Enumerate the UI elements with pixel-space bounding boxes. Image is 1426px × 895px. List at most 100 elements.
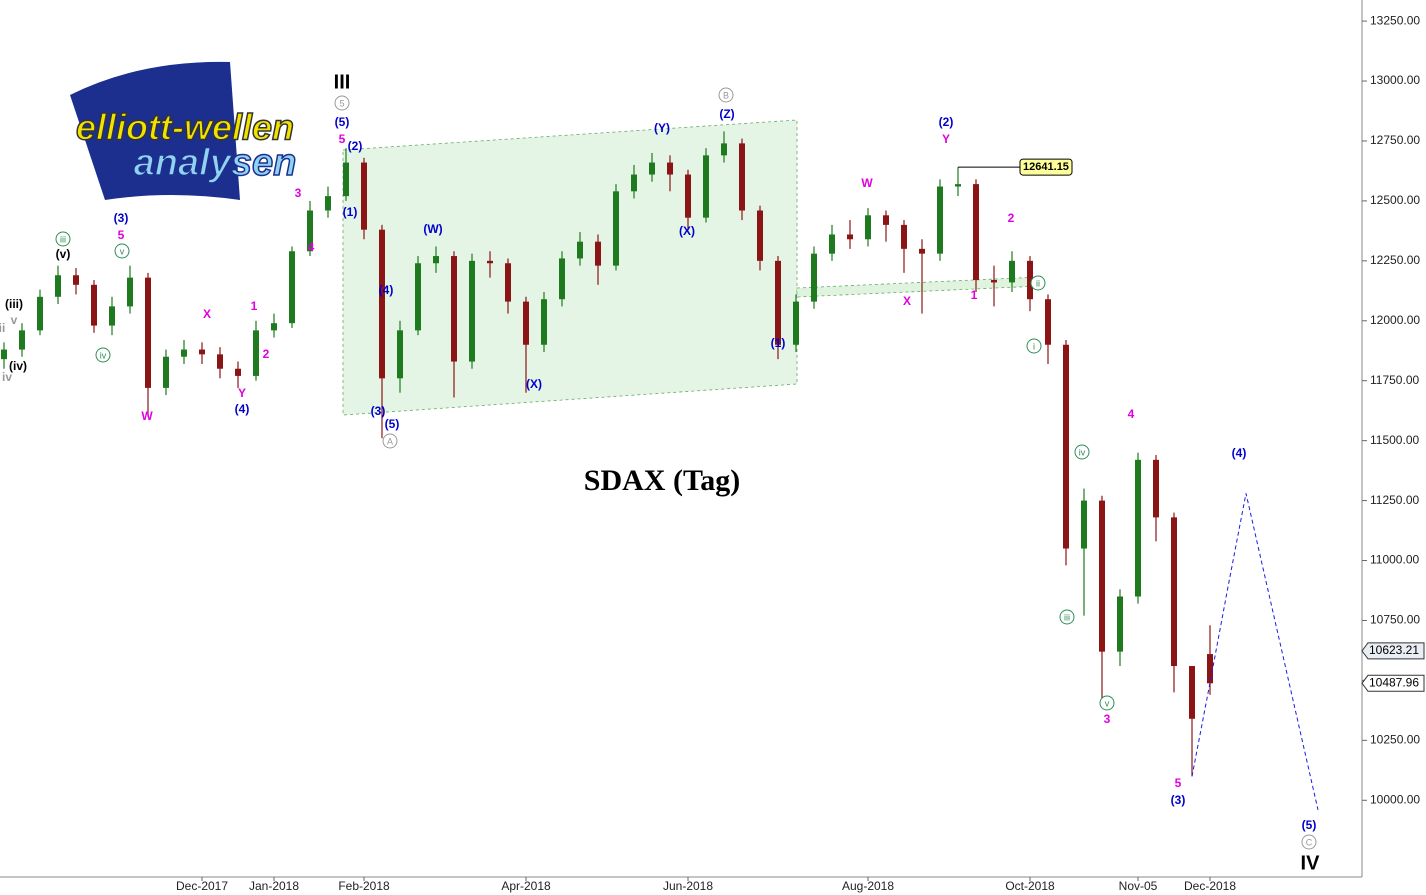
wave-circle xyxy=(718,87,734,103)
candle-body xyxy=(1009,260,1015,283)
candle-body xyxy=(199,349,205,355)
candle-body xyxy=(685,174,691,218)
candle-body xyxy=(343,162,349,197)
wave-label: (3) xyxy=(1171,793,1186,807)
candle-body xyxy=(829,234,835,254)
candle-body xyxy=(37,296,43,331)
candle-body xyxy=(109,306,115,326)
wave-label: (2) xyxy=(939,115,954,129)
wave-label: X xyxy=(203,307,211,321)
logo-text: elliott-wellen xyxy=(76,107,294,148)
candle-body xyxy=(901,224,907,249)
wave-circle xyxy=(1074,444,1090,460)
candle-body xyxy=(19,330,25,350)
wave-label: (4) xyxy=(235,402,250,416)
candle-body xyxy=(91,284,97,326)
wave-label: (v) xyxy=(56,247,71,261)
wave-label: (4) xyxy=(1232,446,1247,460)
wave-label: X xyxy=(903,294,911,308)
candle-body xyxy=(217,354,223,369)
candle-body xyxy=(325,196,331,211)
wave-label: (1) xyxy=(771,336,786,350)
candle-body xyxy=(1027,260,1033,300)
wave-circle xyxy=(382,433,398,449)
wave-label: (X) xyxy=(526,377,542,391)
wave-label: (W) xyxy=(423,222,442,236)
candle-body xyxy=(1117,596,1123,652)
candle-body xyxy=(775,260,781,345)
candle-body xyxy=(361,162,367,230)
wave-label: 2 xyxy=(1008,211,1015,225)
candle-body xyxy=(1207,654,1213,684)
price-marker-box xyxy=(1019,158,1073,176)
wave-label: iv xyxy=(1079,447,1086,457)
wave-label: (2) xyxy=(348,139,363,153)
wave-label: (4) xyxy=(379,283,394,297)
wave-label: v xyxy=(11,313,18,327)
wave-label: 3 xyxy=(1104,712,1111,726)
wave-label: (Y) xyxy=(654,121,670,135)
candle-body xyxy=(379,229,385,379)
wave-label: B xyxy=(723,90,729,100)
x-tick-label: Jan-2018 xyxy=(249,879,299,893)
y-tick-label: 12500.00 xyxy=(1370,193,1420,207)
wave-circle xyxy=(55,231,71,247)
candle-body xyxy=(541,299,547,345)
x-tick-label: Apr-2018 xyxy=(501,879,551,893)
wave-label: (Z) xyxy=(719,107,734,121)
candle-body xyxy=(631,174,637,192)
wave-label: 5 xyxy=(339,132,346,146)
x-tick-label: Nov-05 xyxy=(1119,879,1158,893)
wave-label: (1) xyxy=(343,205,358,219)
trend-channel xyxy=(342,119,798,416)
wave-label: (iii) xyxy=(5,297,23,311)
candle-body xyxy=(307,210,313,252)
wave-label: iii xyxy=(60,234,66,244)
wave-circle xyxy=(1099,695,1115,711)
candle-body xyxy=(289,251,295,324)
candle-body xyxy=(55,275,61,297)
price-marker-box xyxy=(1361,642,1425,660)
candle-body xyxy=(865,215,871,240)
wave-label: A xyxy=(387,436,393,446)
wave-label: ii xyxy=(1036,278,1040,288)
wave-circle xyxy=(1030,275,1046,291)
wave-label: (X) xyxy=(679,224,695,238)
candle-body xyxy=(991,280,997,283)
wave-label: (5) xyxy=(385,417,400,431)
logo-text: analysen xyxy=(134,142,297,184)
y-tick-label: 10000.00 xyxy=(1370,792,1420,806)
wave-circle xyxy=(95,347,111,363)
candle-body xyxy=(1081,500,1087,549)
wave-label: (5) xyxy=(335,115,350,129)
candle-body xyxy=(703,155,709,218)
candle-body xyxy=(721,143,727,156)
candle-body xyxy=(127,277,133,307)
logo: elliott-wellen analysen xyxy=(70,61,297,200)
candle-body xyxy=(559,258,565,300)
wave-circle xyxy=(1301,834,1317,850)
wave-label: i xyxy=(1033,341,1035,351)
logo-flag xyxy=(70,61,240,200)
wave-label: (iv) xyxy=(9,359,27,373)
candle-body xyxy=(811,253,817,302)
candle-body xyxy=(919,248,925,254)
candle-body xyxy=(1153,459,1159,518)
wave-circle xyxy=(1026,338,1042,354)
wave-label: III xyxy=(334,71,351,93)
y-tick-label: 11750.00 xyxy=(1370,373,1419,387)
wave-label: W xyxy=(861,176,873,190)
x-tick-label: Jun-2018 xyxy=(663,879,713,893)
candle-body xyxy=(253,330,259,376)
candle-body xyxy=(847,234,853,240)
candle-body xyxy=(163,356,169,388)
y-tick-label: 13000.00 xyxy=(1370,73,1420,87)
x-tick-label: Oct-2018 xyxy=(1005,879,1055,893)
candle-body xyxy=(235,368,241,376)
candle-body xyxy=(595,241,601,266)
candle-body xyxy=(1135,459,1141,597)
wave-label: (3) xyxy=(371,404,386,418)
candle-body xyxy=(577,241,583,259)
candle-body xyxy=(451,256,457,362)
candle-body xyxy=(1171,517,1177,667)
